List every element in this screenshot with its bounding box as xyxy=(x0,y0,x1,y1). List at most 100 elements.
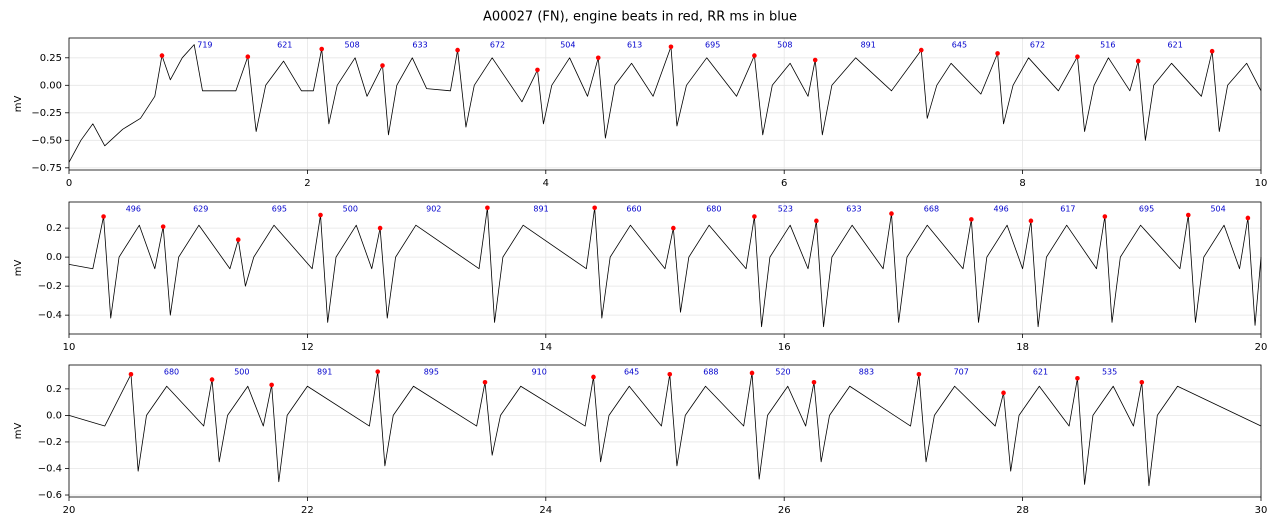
x-tick-label: 6 xyxy=(781,178,787,189)
beat-marker xyxy=(455,47,460,53)
rr-label: 504 xyxy=(560,41,575,50)
beat-marker xyxy=(160,224,166,229)
axes-frame xyxy=(68,364,1262,498)
beat-marker xyxy=(380,63,385,68)
y-axis-label: mV xyxy=(13,423,24,440)
beat-marker xyxy=(668,44,674,50)
ecg-trace xyxy=(68,44,1262,163)
beat-marker xyxy=(375,369,381,374)
x-tick-label: 26 xyxy=(778,505,791,516)
beat-marker xyxy=(319,46,325,52)
x-tick-label: 2 xyxy=(304,178,310,189)
beat-marker xyxy=(889,211,894,216)
beat-marker xyxy=(814,218,819,224)
x-tick-label: 14 xyxy=(539,342,552,353)
y-tick-label: −0.4 xyxy=(38,310,62,321)
y-tick-label: 0.2 xyxy=(46,384,62,395)
beat-marker xyxy=(1102,214,1108,219)
subplot: 10 12 14 16 18 20 −0.4 −0.2 0.0 0.2 mV 496 629 695 500… xyxy=(13,201,1267,353)
rr-label: 633 xyxy=(412,41,427,50)
rr-label: 645 xyxy=(624,368,639,377)
rr-label: 633 xyxy=(846,205,861,214)
beat-marker xyxy=(1001,390,1006,396)
rr-label: 520 xyxy=(775,368,790,377)
x-tick-label: 22 xyxy=(301,505,314,516)
rr-label: 688 xyxy=(703,368,718,377)
rr-label: 902 xyxy=(426,205,441,214)
rr-label: 621 xyxy=(277,41,292,50)
beat-marker xyxy=(595,55,601,61)
beat-marker xyxy=(591,374,596,380)
rr-label: 891 xyxy=(317,368,332,377)
x-tick-label: 10 xyxy=(1255,178,1268,189)
y-tick-label: −0.25 xyxy=(31,108,62,119)
rr-label: 891 xyxy=(861,41,876,50)
y-tick-label: −0.50 xyxy=(31,135,62,146)
rr-label: 883 xyxy=(859,368,874,377)
x-tick-label: 20 xyxy=(63,505,76,516)
beat-marker xyxy=(995,51,1000,56)
beat-marker xyxy=(269,382,274,388)
subplot: 0 2 4 6 8 10 −0.75 −0.50 −0.25 0.00 0.25 mV 719 621 50… xyxy=(13,37,1268,189)
x-tick-label: 18 xyxy=(1016,342,1029,353)
rr-label: 695 xyxy=(1139,205,1154,214)
axes-frame xyxy=(68,201,1262,335)
x-tick-label: 12 xyxy=(301,342,314,353)
beat-marker xyxy=(235,237,241,243)
rr-label: 500 xyxy=(234,368,249,377)
y-tick-label: −0.6 xyxy=(38,490,62,501)
beat-marker xyxy=(159,53,165,58)
x-tick-label: 28 xyxy=(1016,505,1029,516)
beat-marker xyxy=(812,57,818,63)
y-tick-label: 0.0 xyxy=(46,252,62,263)
rr-label: 668 xyxy=(924,205,939,214)
y-tick-label: −0.2 xyxy=(38,437,62,448)
beat-marker xyxy=(128,371,134,377)
y-tick-label: −0.4 xyxy=(38,463,62,474)
rr-label: 672 xyxy=(490,41,505,50)
rr-label: 496 xyxy=(994,205,1009,214)
beat-marker xyxy=(318,212,323,218)
y-tick-label: 0.25 xyxy=(40,53,62,64)
x-tick-label: 10 xyxy=(63,342,76,353)
beat-marker xyxy=(535,67,540,73)
rr-label: 508 xyxy=(344,41,359,50)
beat-marker xyxy=(752,53,757,58)
rr-label: 680 xyxy=(706,205,721,214)
beat-marker xyxy=(752,214,757,219)
beat-marker xyxy=(101,214,106,219)
rr-label: 516 xyxy=(1100,41,1115,50)
ecg-trace xyxy=(68,371,1262,487)
y-tick-label: 0.0 xyxy=(46,410,62,421)
rr-label: 535 xyxy=(1102,368,1117,377)
rr-label: 645 xyxy=(952,41,967,50)
x-tick-label: 4 xyxy=(543,178,549,189)
rr-label: 508 xyxy=(777,41,792,50)
rr-label: 500 xyxy=(343,205,358,214)
beat-marker xyxy=(592,205,597,211)
y-tick-label: 0.2 xyxy=(46,223,62,234)
beat-marker xyxy=(377,225,383,231)
x-tick-label: 8 xyxy=(1019,178,1025,189)
beat-marker xyxy=(916,371,922,377)
x-tick-label: 30 xyxy=(1255,505,1268,516)
rr-label: 621 xyxy=(1033,368,1048,377)
y-tick-label: 0.00 xyxy=(40,80,62,91)
beat-marker xyxy=(1135,58,1141,64)
x-tick-label: 24 xyxy=(539,505,552,516)
rr-label: 695 xyxy=(272,205,287,214)
y-axis-label: mV xyxy=(13,96,24,113)
rr-label: 629 xyxy=(193,205,208,214)
chart-title: A00027 (FN), engine beats in red, RR ms … xyxy=(483,10,797,25)
x-tick-label: 16 xyxy=(778,342,791,353)
rr-label: 672 xyxy=(1030,41,1045,50)
beat-marker xyxy=(1185,212,1191,218)
rr-label: 707 xyxy=(954,368,969,377)
rr-label: 680 xyxy=(164,368,179,377)
beat-marker xyxy=(1075,54,1080,59)
beat-marker xyxy=(1028,218,1034,224)
beat-marker xyxy=(1139,379,1145,385)
beat-marker xyxy=(811,379,817,385)
